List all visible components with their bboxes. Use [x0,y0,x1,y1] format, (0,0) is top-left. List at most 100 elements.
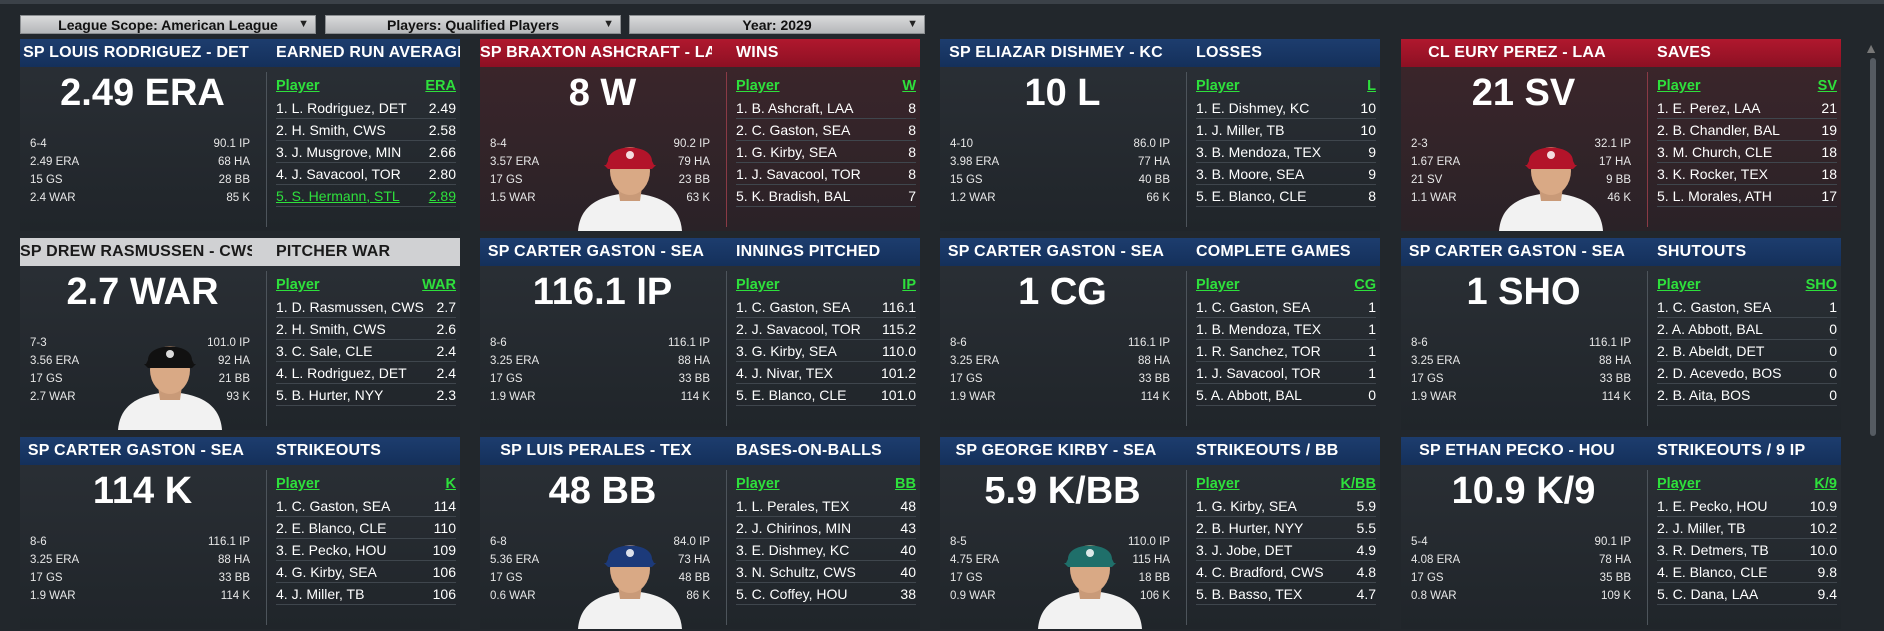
leader-card[interactable]: SP ETHAN PECKO - HOU STRIKEOUTS / 9 IP 10.… [1401,437,1841,629]
leader-name[interactable]: 2. B. Chandler, BAL [1657,121,1780,138]
leader-name[interactable]: 5. C. Dana, LAA [1657,585,1759,602]
leader-name[interactable]: 1. J. Savacool, TOR [736,165,861,182]
leader-name[interactable]: 1. B. Ashcraft, LAA [736,99,854,116]
leaderboard-row[interactable]: 1. J. Savacool, TOR 8 [736,163,916,185]
player-column-header[interactable]: Player [1196,277,1240,293]
leader-name[interactable]: 1. C. Gaston, SEA [736,298,851,315]
card-header[interactable]: SP ELIAZAR DISHMEY - KC LOSSES [940,39,1380,67]
leader-name[interactable]: 3. R. Detmers, TB [1657,541,1769,558]
stat-column-header[interactable]: WAR [422,277,456,293]
leader-name[interactable]: 3. M. Church, CLE [1657,143,1773,160]
leader-name[interactable]: 2. B. Abeldt, DET [1657,342,1765,359]
card-header[interactable]: SP CARTER GASTON - SEA INNINGS PITCHED [480,238,920,266]
leaderboard-row[interactable]: 2. H. Smith, CWS 2.6 [276,318,456,340]
leaderboard-row[interactable]: 3. B. Moore, SEA 9 [1196,163,1376,185]
leaderboard-row[interactable]: 1. C. Gaston, SEA 116.1 [736,296,916,318]
card-header[interactable]: SP CARTER GASTON - SEA STRIKEOUTS [20,437,460,465]
leaderboard-row[interactable]: 2. B. Aita, BOS 0 [1657,384,1837,406]
leader-name[interactable]: 2. H. Smith, CWS [276,320,386,337]
leaderboard-row[interactable]: 4. C. Bradford, CWS 4.8 [1196,561,1376,583]
player-column-header[interactable]: Player [276,476,320,492]
leader-name[interactable]: 4. G. Kirby, SEA [276,563,377,580]
leaderboard-row[interactable]: 1. J. Savacool, TOR 1 [1196,362,1376,384]
leaderboard-row[interactable]: 1. B. Mendoza, TEX 1 [1196,318,1376,340]
leader-card[interactable]: SP CARTER GASTON - SEA COMPLETE GAMES 1 CG… [940,238,1380,430]
player-name[interactable]: SP CARTER GASTON - SEA [947,243,1165,260]
leaderboard-row[interactable]: 4. E. Blanco, CLE 9.8 [1657,561,1837,583]
leader-name[interactable]: 1. G. Kirby, SEA [736,143,837,160]
leader-card[interactable]: SP CARTER GASTON - SEA STRIKEOUTS 114 K 8-6… [20,437,460,629]
leader-name[interactable]: 2. J. Miller, TB [1657,519,1746,536]
leaderboard-row[interactable]: 2. E. Blanco, CLE 110 [276,517,456,539]
leader-name[interactable]: 1. E. Dishmey, KC [1196,99,1310,116]
player-column-header[interactable]: Player [1657,277,1701,293]
player-name[interactable]: CL EURY PEREZ - LAA [1428,44,1606,61]
leader-name[interactable]: 2. A. Abbott, BAL [1657,320,1763,337]
card-header[interactable]: SP DREW RASMUSSEN - CWS PITCHER WAR [20,238,460,266]
leaderboard-row[interactable]: 2. A. Abbott, BAL 0 [1657,318,1837,340]
player-name[interactable]: SP ELIAZAR DISHMEY - KC [949,44,1163,61]
leader-name[interactable]: 2. B. Hurter, NYY [1196,519,1304,536]
leaderboard-row[interactable]: 2. C. Gaston, SEA 8 [736,119,916,141]
leaderboard-row[interactable]: 1. L. Rodriguez, DET 2.49 [276,97,456,119]
leaderboard-row[interactable]: 3. B. Mendoza, TEX 9 [1196,141,1376,163]
leader-name[interactable]: 4. C. Bradford, CWS [1196,563,1324,580]
leader-name[interactable]: 4. L. Rodriguez, DET [276,364,407,381]
player-column-header[interactable]: Player [736,78,780,94]
leader-name[interactable]: 3. J. Musgrove, MIN [276,143,402,160]
leader-name[interactable]: 2. D. Acevedo, BOS [1657,364,1782,381]
leader-name[interactable]: 1. C. Gaston, SEA [1657,298,1772,315]
leaderboard-row[interactable]: 2. B. Abeldt, DET 0 [1657,340,1837,362]
leader-name[interactable]: 4. J. Miller, TB [276,585,365,602]
leaderboard-row[interactable]: 1. C. Gaston, SEA 1 [1196,296,1376,318]
leaderboard-row[interactable]: 1. C. Gaston, SEA 1 [1657,296,1837,318]
leaderboard-row[interactable]: 5. B. Basso, TEX 4.7 [1196,583,1376,605]
stat-column-header[interactable]: CG [1354,277,1376,293]
card-header[interactable]: SP GEORGE KIRBY - SEA STRIKEOUTS / BB [940,437,1380,465]
leaderboard-row[interactable]: 1. L. Perales, TEX 48 [736,495,916,517]
card-header[interactable]: SP CARTER GASTON - SEA COMPLETE GAMES [940,238,1380,266]
leaderboard-row[interactable]: 1. G. Kirby, SEA 5.9 [1196,495,1376,517]
leaderboard-row[interactable]: 5. E. Blanco, CLE 8 [1196,185,1376,207]
player-name[interactable]: SP GEORGE KIRBY - SEA [955,442,1157,459]
leaderboard-row[interactable]: 1. C. Gaston, SEA 114 [276,495,456,517]
player-column-header[interactable]: Player [276,277,320,293]
leaderboard-row[interactable]: 3. K. Rocker, TEX 18 [1657,163,1837,185]
player-name[interactable]: SP DREW RASMUSSEN - CWS [20,243,252,260]
player-column-header[interactable]: Player [1196,476,1240,492]
leader-name[interactable]: 5. K. Bradish, BAL [736,187,851,204]
leader-name[interactable]: 3. J. Jobe, DET [1196,541,1293,558]
leaderboard-row[interactable]: 3. E. Pecko, HOU 109 [276,539,456,561]
leader-name[interactable]: 1. C. Gaston, SEA [276,497,391,514]
leaderboard-row[interactable]: 1. E. Perez, LAA 21 [1657,97,1837,119]
leaderboard-row[interactable]: 1. E. Dishmey, KC 10 [1196,97,1376,119]
leaderboard-row[interactable]: 5. K. Bradish, BAL 7 [736,185,916,207]
leaderboard-row[interactable]: 3. N. Schultz, CWS 40 [736,561,916,583]
player-name[interactable]: SP ETHAN PECKO - HOU [1419,442,1615,459]
stat-column-header[interactable]: K/BB [1340,476,1376,492]
leader-name[interactable]: 5. E. Blanco, CLE [1196,187,1307,204]
leader-name[interactable]: 1. L. Perales, TEX [736,497,850,514]
leader-name[interactable]: 5. S. Hermann, STL [276,187,400,204]
leader-name[interactable]: 3. G. Kirby, SEA [736,342,837,359]
leader-card[interactable]: SP CARTER GASTON - SEA SHUTOUTS 1 SHO 8-6 3.… [1401,238,1841,430]
leaderboard-row[interactable]: 3. C. Sale, CLE 2.4 [276,340,456,362]
scroll-up-icon[interactable]: ▲ [1864,40,1878,56]
leader-name[interactable]: 1. D. Rasmussen, CWS [276,298,424,315]
leaderboard-row[interactable]: 1. D. Rasmussen, CWS 2.7 [276,296,456,318]
leaderboard-row[interactable]: 5. S. Hermann, STL 2.89 [276,185,456,207]
leader-name[interactable]: 1. C. Gaston, SEA [1196,298,1311,315]
stat-column-header[interactable]: K/9 [1814,476,1837,492]
leader-name[interactable]: 3. B. Mendoza, TEX [1196,143,1322,160]
leader-name[interactable]: 5. B. Basso, TEX [1196,585,1303,602]
leader-name[interactable]: 2. C. Gaston, SEA [736,121,851,138]
leader-name[interactable]: 5. A. Abbott, BAL [1196,386,1302,403]
leaderboard-row[interactable]: 4. J. Miller, TB 106 [276,583,456,605]
player-name[interactable]: SP CARTER GASTON - SEA [1408,243,1626,260]
leader-name[interactable]: 1. R. Sanchez, TOR [1196,342,1321,359]
leaderboard-row[interactable]: 4. J. Nivar, TEX 101.2 [736,362,916,384]
leader-name[interactable]: 4. J. Nivar, TEX [736,364,833,381]
card-header[interactable]: CL EURY PEREZ - LAA SAVES [1401,39,1841,67]
leader-name[interactable]: 3. B. Moore, SEA [1196,165,1305,182]
leader-card[interactable]: SP LUIS PERALES - TEX BASES-ON-BALLS 48 BB… [480,437,920,629]
